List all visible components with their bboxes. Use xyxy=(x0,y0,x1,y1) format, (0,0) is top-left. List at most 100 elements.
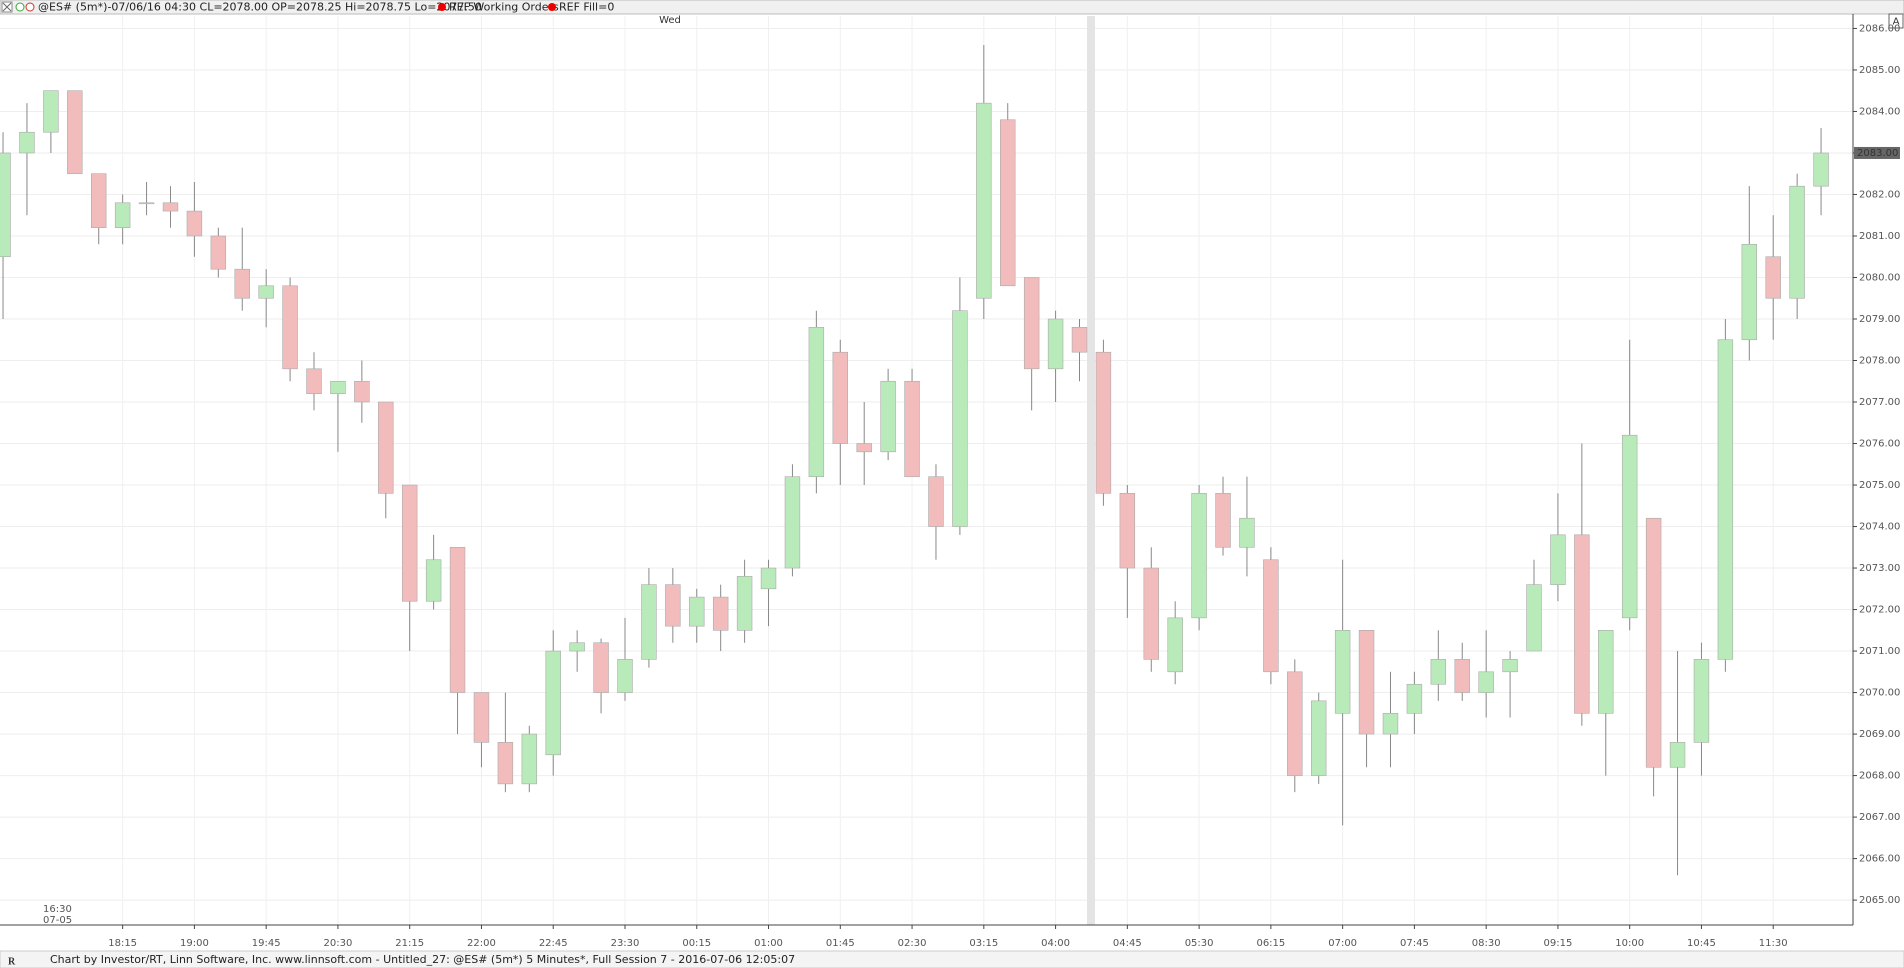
status-text: Chart by Investor/RT, Linn Software, Inc… xyxy=(50,953,795,966)
candle-body xyxy=(1478,671,1494,693)
y-tick-label: 2070.00 xyxy=(1859,688,1900,699)
candle-body xyxy=(1023,277,1040,370)
candle-body xyxy=(569,642,585,652)
symbol-info: @ES# (5m*)-07/06/16 04:30 CL=2078.00 OP=… xyxy=(38,1,482,14)
candle-body xyxy=(114,202,131,228)
candle-body xyxy=(952,310,968,527)
x-tick-label: 06:15 xyxy=(1256,938,1285,949)
working-orders[interactable]: REF Working Orders xyxy=(449,1,559,14)
candle-body xyxy=(282,285,298,370)
x-tick-label: 23:30 xyxy=(611,938,640,949)
y-tick-label: 2068.00 xyxy=(1859,771,1900,782)
last-price-box xyxy=(1854,146,1900,159)
candle-body xyxy=(0,152,11,258)
logo: R xyxy=(8,956,16,967)
header-bar xyxy=(0,0,1904,15)
y-tick-label: 2085.00 xyxy=(1859,65,1900,76)
y-tick-label: 2078.00 xyxy=(1859,356,1900,367)
candle-body xyxy=(1645,517,1662,768)
x-tick-label: 02:30 xyxy=(898,938,927,949)
candle-body xyxy=(1310,700,1327,776)
x-tick-label: 11:30 xyxy=(1759,938,1788,949)
x-tick-label: 08:30 xyxy=(1472,938,1501,949)
candle-body xyxy=(378,401,394,494)
fill-icon xyxy=(548,3,556,11)
candle-body xyxy=(689,596,705,627)
y-tick-label: 2065.00 xyxy=(1859,895,1900,906)
candle-body xyxy=(928,476,944,527)
y-tick-label: 2086.00 xyxy=(1859,23,1900,34)
session-break xyxy=(1087,16,1095,925)
candle-body xyxy=(354,380,370,403)
status-icon xyxy=(15,2,25,12)
x-tick-label: 01:45 xyxy=(826,938,855,949)
candle-body xyxy=(1287,671,1303,776)
candle-body xyxy=(1095,351,1112,494)
candle-body xyxy=(67,90,83,175)
candle-body xyxy=(1574,534,1590,714)
y-tick-label: 2071.00 xyxy=(1859,646,1900,657)
x-tick-label: 07:45 xyxy=(1400,938,1429,949)
status-bar xyxy=(0,950,1904,968)
x-tick-label: 00:15 xyxy=(682,938,711,949)
candle-body xyxy=(19,131,35,154)
candle-body xyxy=(1765,256,1781,299)
x-tick-label: 04:45 xyxy=(1113,938,1142,949)
candle-body xyxy=(258,285,274,299)
candle-body xyxy=(1789,185,1805,299)
x-tick-label: 09:15 xyxy=(1544,938,1573,949)
candle-body xyxy=(425,559,442,602)
order-icon xyxy=(438,3,446,11)
x-tick-label: 01:00 xyxy=(754,938,783,949)
y-tick-label: 2075.00 xyxy=(1859,480,1900,491)
candle-body xyxy=(1047,318,1064,370)
candle-body xyxy=(210,235,227,270)
candle-body xyxy=(43,90,59,133)
start-time: 16:30 xyxy=(43,904,72,915)
fill-status: REF Fill=0 xyxy=(559,1,614,14)
candle-body xyxy=(665,584,681,627)
candle-body xyxy=(186,210,203,237)
candle-body xyxy=(880,380,896,453)
candle-body xyxy=(736,576,753,631)
candle-body xyxy=(856,443,872,453)
candle-body xyxy=(1693,659,1710,743)
candle-body xyxy=(1598,630,1614,714)
candle-body xyxy=(234,268,250,299)
candle-body xyxy=(1143,567,1159,660)
y-tick-label: 2066.00 xyxy=(1859,854,1900,865)
candle-body xyxy=(1358,630,1375,735)
candle-body xyxy=(1263,559,1279,673)
y-tick-label: 2077.00 xyxy=(1859,397,1900,408)
y-tick-label: 2081.00 xyxy=(1859,231,1900,242)
autoscale-button[interactable] xyxy=(1888,13,1904,29)
x-tick-label: 19:45 xyxy=(252,938,281,949)
candle-body xyxy=(832,351,849,444)
candle-body xyxy=(162,202,179,212)
candle-body xyxy=(1334,630,1351,714)
status-icon xyxy=(25,2,35,12)
candle-body xyxy=(976,102,992,299)
candle-body xyxy=(1406,683,1423,714)
autoscale-label: A xyxy=(1893,17,1900,28)
candle-body xyxy=(808,327,825,478)
candle-body xyxy=(91,173,107,228)
candle-body xyxy=(593,642,609,693)
candle-body xyxy=(401,484,418,602)
candle-body xyxy=(784,476,801,569)
y-tick-label: 2082.00 xyxy=(1859,189,1900,200)
candle-body xyxy=(1454,659,1470,693)
start-date: 07-05 xyxy=(43,915,72,926)
candle-body xyxy=(1215,493,1231,548)
candle-body xyxy=(138,202,155,205)
candle-body xyxy=(1119,493,1136,569)
x-tick-label: 19:00 xyxy=(180,938,209,949)
x-tick-label: 21:15 xyxy=(395,938,424,949)
y-tick-label: 2074.00 xyxy=(1859,522,1900,533)
candle-body xyxy=(1502,659,1518,673)
y-tick-label: 2073.00 xyxy=(1859,563,1900,574)
x-tick-label: 22:00 xyxy=(467,938,496,949)
candle-body xyxy=(1813,152,1829,187)
x-tick-label: 20:30 xyxy=(324,938,353,949)
candle-body xyxy=(1382,713,1399,735)
